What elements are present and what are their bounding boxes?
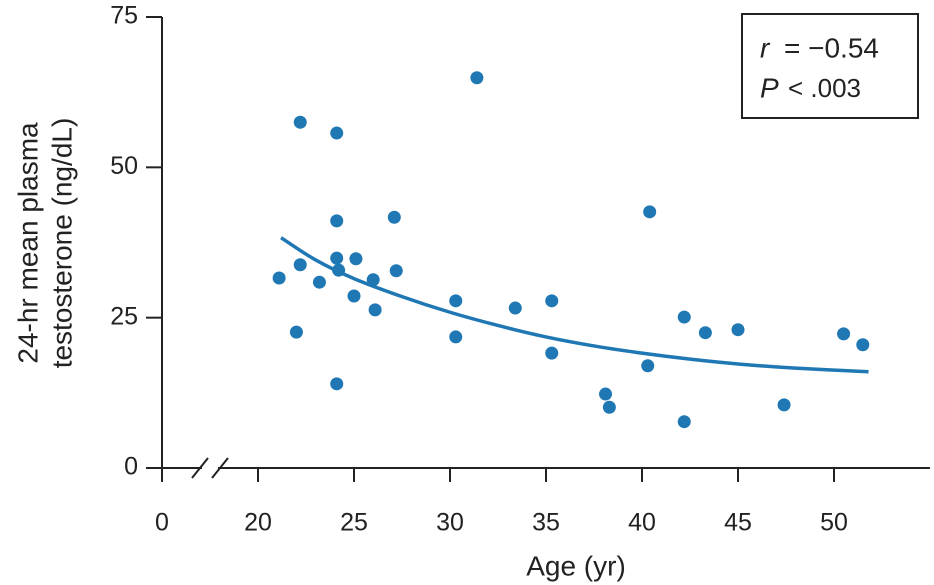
fit-curve (280, 236, 869, 374)
point (368, 303, 382, 317)
y-tick-label: 75 (110, 2, 138, 30)
point (293, 115, 307, 129)
point (449, 294, 463, 308)
point (731, 323, 745, 337)
annotation-symbol: P (760, 72, 779, 103)
point (387, 210, 401, 224)
point (293, 258, 307, 272)
x-tick-label: 20 (244, 509, 272, 537)
y-tick-label: 0 (124, 453, 138, 481)
point (643, 205, 657, 219)
x-tick-label: 45 (724, 509, 752, 537)
point (289, 325, 303, 339)
point (347, 289, 361, 303)
point (330, 251, 344, 265)
x-tick-label: 35 (532, 509, 560, 537)
point (272, 271, 286, 285)
point (856, 338, 870, 352)
annotation-text: < .003 (788, 73, 861, 103)
point (330, 214, 344, 228)
y-axis-label: testosterone (ng/dL) (46, 118, 77, 369)
point (330, 126, 344, 140)
point (599, 387, 613, 401)
point (677, 310, 691, 324)
x-tick-label: 50 (820, 509, 848, 537)
point (641, 359, 655, 373)
x-tick-label: 25 (340, 509, 368, 537)
point (508, 301, 522, 315)
point (837, 327, 851, 341)
x-axis-label: Age (yr) (526, 550, 626, 581)
annotation-text: = −0.54 (784, 32, 879, 63)
axis-break (191, 457, 229, 479)
point (332, 263, 346, 277)
point (366, 273, 380, 287)
x-tick-label: 0 (155, 509, 169, 537)
point (470, 71, 484, 85)
annotation-box (741, 13, 919, 119)
point (330, 377, 344, 391)
annotation-symbol: r (760, 32, 771, 63)
x-tick-label: 30 (436, 509, 464, 537)
point (698, 326, 712, 340)
point (777, 398, 791, 412)
point (349, 252, 363, 266)
y-tick-label: 50 (110, 152, 138, 180)
point (602, 400, 616, 414)
y-tick-label: 25 (110, 302, 138, 330)
point (312, 275, 326, 289)
point (449, 330, 463, 344)
x-tick-label: 40 (628, 509, 656, 537)
y-axis-label: 24-hr mean plasma (12, 122, 43, 364)
point (389, 264, 403, 278)
point (545, 294, 559, 308)
point (677, 415, 691, 429)
point (545, 346, 559, 360)
